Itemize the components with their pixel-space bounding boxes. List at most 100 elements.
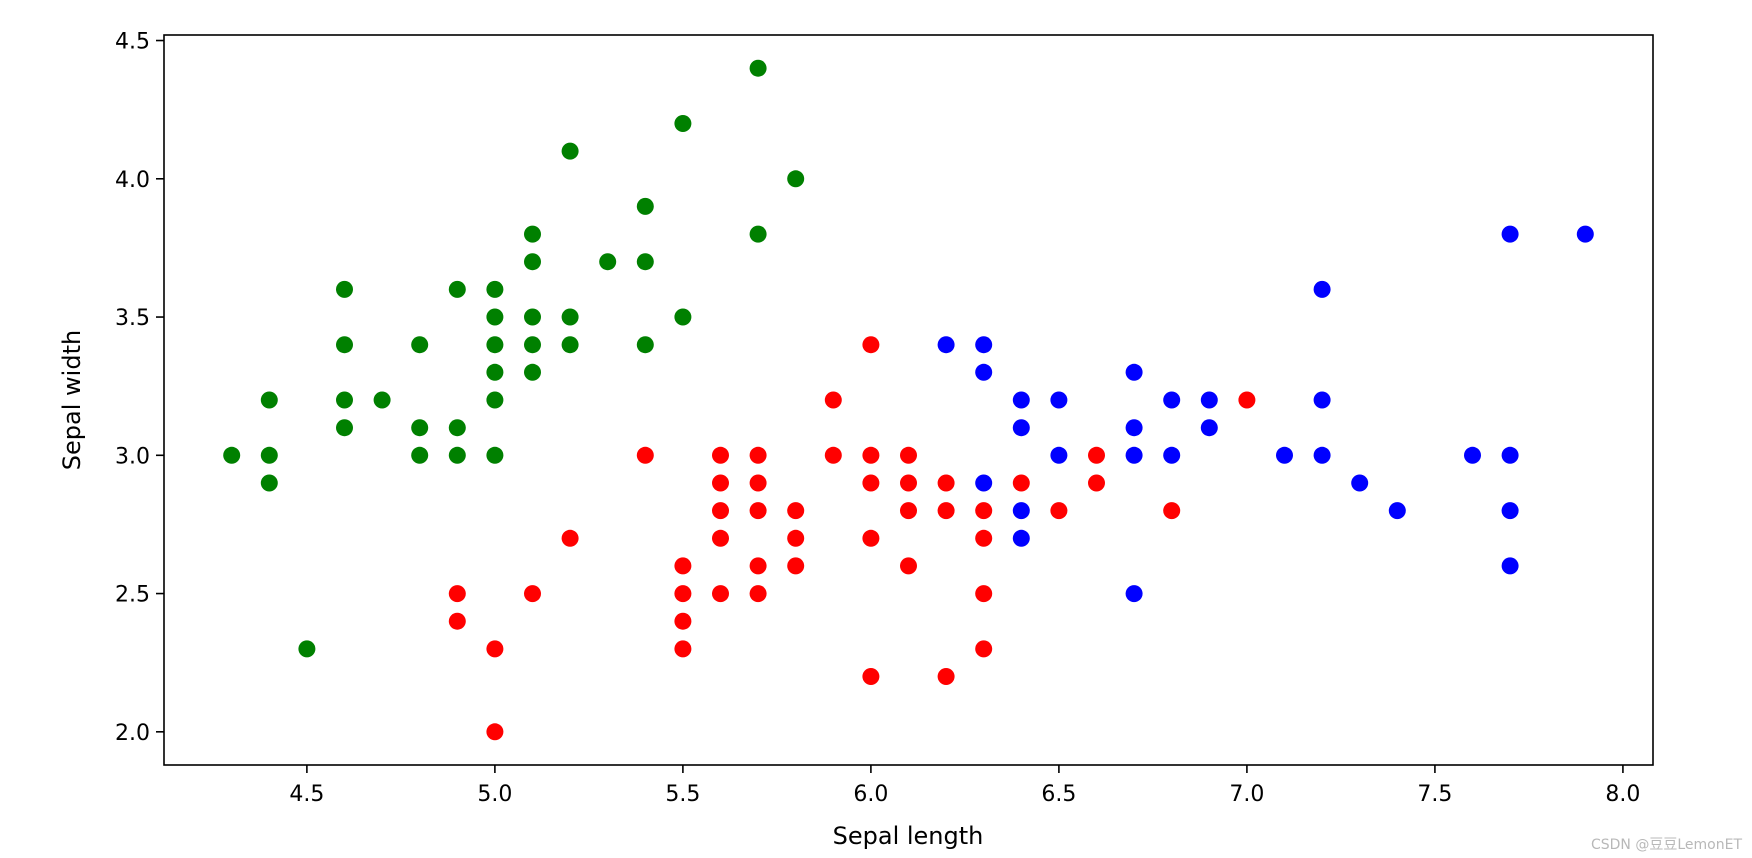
- data-point-series-1: [862, 668, 880, 685]
- data-point-series-1: [712, 529, 729, 547]
- data-point-series-0: [336, 280, 353, 298]
- data-point-series-0: [486, 363, 504, 381]
- data-point-series-1: [674, 612, 692, 630]
- data-point-series-1: [524, 585, 541, 603]
- data-point-series-1: [749, 557, 767, 575]
- data-point-series-1: [937, 474, 955, 492]
- data-point-series-0: [223, 446, 241, 464]
- data-point-series-2: [937, 336, 955, 354]
- data-point-series-2: [1313, 446, 1331, 464]
- data-point-series-1: [787, 502, 805, 520]
- data-point-series-1: [900, 502, 917, 520]
- data-point-series-2: [1501, 446, 1519, 464]
- data-point-series-1: [749, 585, 767, 603]
- data-point-series-2: [1163, 391, 1181, 409]
- data-point-series-2: [1125, 419, 1143, 437]
- data-point-series-0: [524, 336, 541, 354]
- data-point-series-1: [561, 529, 579, 547]
- x-axis-title: Sepal length: [833, 822, 984, 850]
- data-point-series-2: [975, 363, 993, 381]
- data-point-series-1: [712, 585, 729, 603]
- data-point-series-0: [448, 446, 466, 464]
- y-tick-label: 3.0: [115, 444, 150, 469]
- data-point-series-1: [900, 557, 917, 575]
- y-tick-label: 4.0: [115, 168, 150, 193]
- data-point-series-1: [1163, 502, 1181, 520]
- data-point-series-2: [1200, 419, 1218, 437]
- data-point-series-0: [260, 446, 278, 464]
- data-point-series-2: [1012, 391, 1030, 409]
- data-point-series-1: [1012, 474, 1030, 492]
- data-point-series-1: [486, 723, 504, 741]
- data-point-series-0: [749, 59, 767, 77]
- x-tick-label: 6.5: [1041, 782, 1076, 807]
- data-point-series-1: [900, 474, 917, 492]
- y-tick-label: 2.5: [115, 583, 150, 608]
- data-point-series-1: [712, 446, 729, 464]
- x-tick-label: 7.5: [1417, 782, 1452, 807]
- data-point-series-1: [1088, 474, 1105, 492]
- data-point-series-1: [862, 336, 880, 354]
- data-point-series-1: [975, 529, 993, 547]
- data-point-series-1: [1088, 446, 1105, 464]
- x-tick-label: 8.0: [1605, 782, 1640, 807]
- data-point-series-1: [674, 557, 692, 575]
- data-point-series-1: [787, 557, 805, 575]
- watermark-text: CSDN @豆豆LemonET: [1591, 837, 1742, 853]
- data-point-series-1: [636, 446, 654, 464]
- data-point-series-1: [749, 502, 767, 520]
- data-point-series-2: [1501, 557, 1519, 575]
- data-point-series-1: [1238, 391, 1256, 409]
- data-point-series-0: [411, 336, 429, 354]
- data-point-series-2: [1012, 529, 1030, 547]
- data-point-series-0: [373, 391, 391, 409]
- data-point-series-2: [1050, 446, 1068, 464]
- data-point-series-1: [824, 446, 842, 464]
- data-point-series-2: [1351, 474, 1369, 492]
- x-tick-label: 5.0: [477, 782, 512, 807]
- data-point-series-0: [524, 253, 541, 271]
- points-layer: [223, 59, 1594, 741]
- data-point-series-2: [1313, 391, 1331, 409]
- y-axis-ticks: 2.0 2.5 3.0 3.5 4.0 4.5: [115, 30, 164, 746]
- data-point-series-2: [1012, 419, 1030, 437]
- data-point-series-2: [1163, 446, 1181, 464]
- data-point-series-0: [448, 419, 466, 437]
- data-point-series-1: [824, 391, 842, 409]
- data-point-series-0: [561, 142, 579, 160]
- y-tick-label: 2.0: [115, 721, 150, 746]
- data-point-series-1: [900, 446, 917, 464]
- x-axis-ticks: 4.5 5.0 5.5 6.0 6.5 7.0 7.5 8.0: [289, 765, 1640, 807]
- x-tick-label: 7.0: [1229, 782, 1264, 807]
- data-point-series-0: [524, 363, 541, 381]
- data-point-series-2: [1313, 280, 1331, 298]
- plot-frame: [163, 34, 1654, 766]
- data-point-series-2: [1501, 225, 1519, 243]
- data-point-series-2: [1388, 502, 1406, 520]
- data-point-series-2: [1464, 446, 1481, 464]
- data-point-series-0: [486, 280, 504, 298]
- data-point-series-0: [336, 336, 353, 354]
- data-point-series-1: [674, 640, 692, 658]
- data-point-series-0: [336, 391, 353, 409]
- y-axis-title: Sepal width: [58, 330, 86, 470]
- data-point-series-1: [749, 474, 767, 492]
- data-point-series-1: [862, 474, 880, 492]
- data-point-series-0: [486, 446, 504, 464]
- data-point-series-1: [975, 585, 993, 603]
- data-point-series-1: [712, 474, 729, 492]
- data-point-series-0: [561, 336, 579, 354]
- data-point-series-0: [260, 391, 278, 409]
- data-point-series-0: [411, 446, 429, 464]
- data-point-series-0: [486, 391, 504, 409]
- data-point-series-0: [674, 115, 692, 132]
- data-point-series-0: [636, 197, 654, 215]
- data-point-series-0: [674, 308, 692, 326]
- x-tick-label: 5.5: [665, 782, 700, 807]
- data-point-series-2: [975, 336, 993, 354]
- data-point-series-1: [975, 502, 993, 520]
- data-point-series-2: [1125, 363, 1143, 381]
- data-point-series-1: [749, 446, 767, 464]
- data-point-series-0: [486, 308, 504, 326]
- data-point-series-2: [1576, 225, 1594, 243]
